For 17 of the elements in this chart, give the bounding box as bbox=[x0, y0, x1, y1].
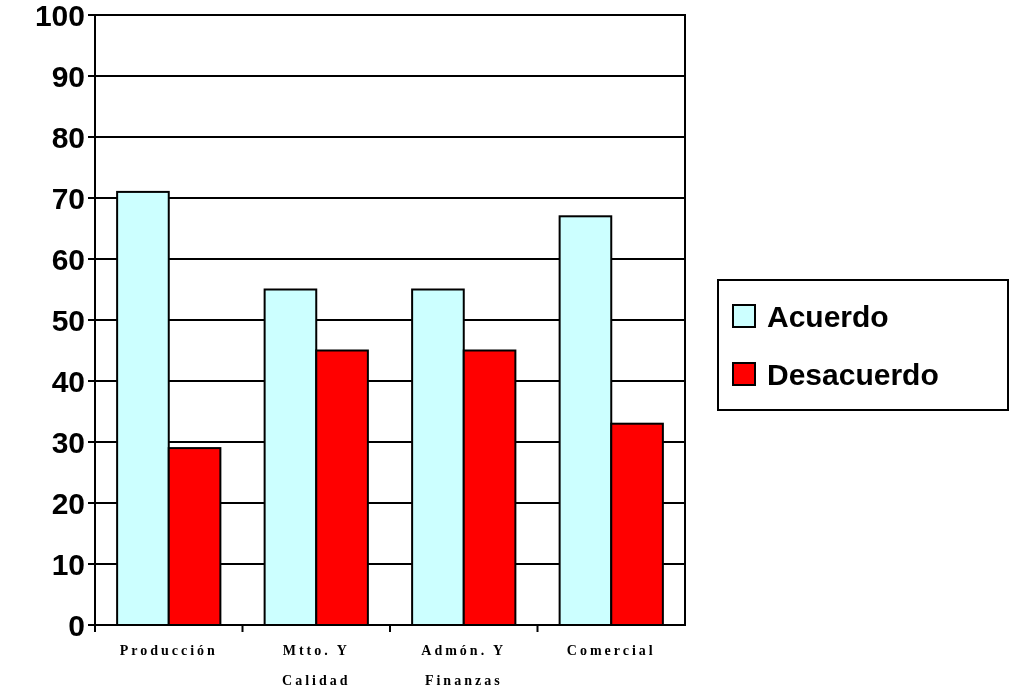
y-tick-label: 10 bbox=[51, 547, 85, 581]
y-tick-label: 40 bbox=[51, 364, 85, 398]
x-tick-label: Mtto. Y Calidad bbox=[282, 643, 351, 688]
y-tick-label: 60 bbox=[51, 242, 85, 276]
y-tick-label: 100 bbox=[34, 0, 85, 32]
y-tick-label: 0 bbox=[68, 608, 85, 642]
x-tick-label: Comercial bbox=[566, 643, 656, 658]
y-tick-label: 90 bbox=[51, 59, 85, 93]
legend-label: Acuerdo bbox=[767, 299, 889, 333]
y-tick-label: 80 bbox=[51, 120, 85, 154]
y-tick-label: 20 bbox=[51, 486, 85, 520]
y-tick-label: 50 bbox=[51, 303, 85, 337]
x-tick-label: Admón. Y Finanzas bbox=[421, 643, 507, 688]
y-tick-label: 70 bbox=[51, 181, 85, 215]
x-tick-label: Producción bbox=[119, 643, 218, 658]
y-tick-label: 30 bbox=[51, 425, 85, 459]
legend-label: Desacuerdo bbox=[767, 357, 939, 391]
